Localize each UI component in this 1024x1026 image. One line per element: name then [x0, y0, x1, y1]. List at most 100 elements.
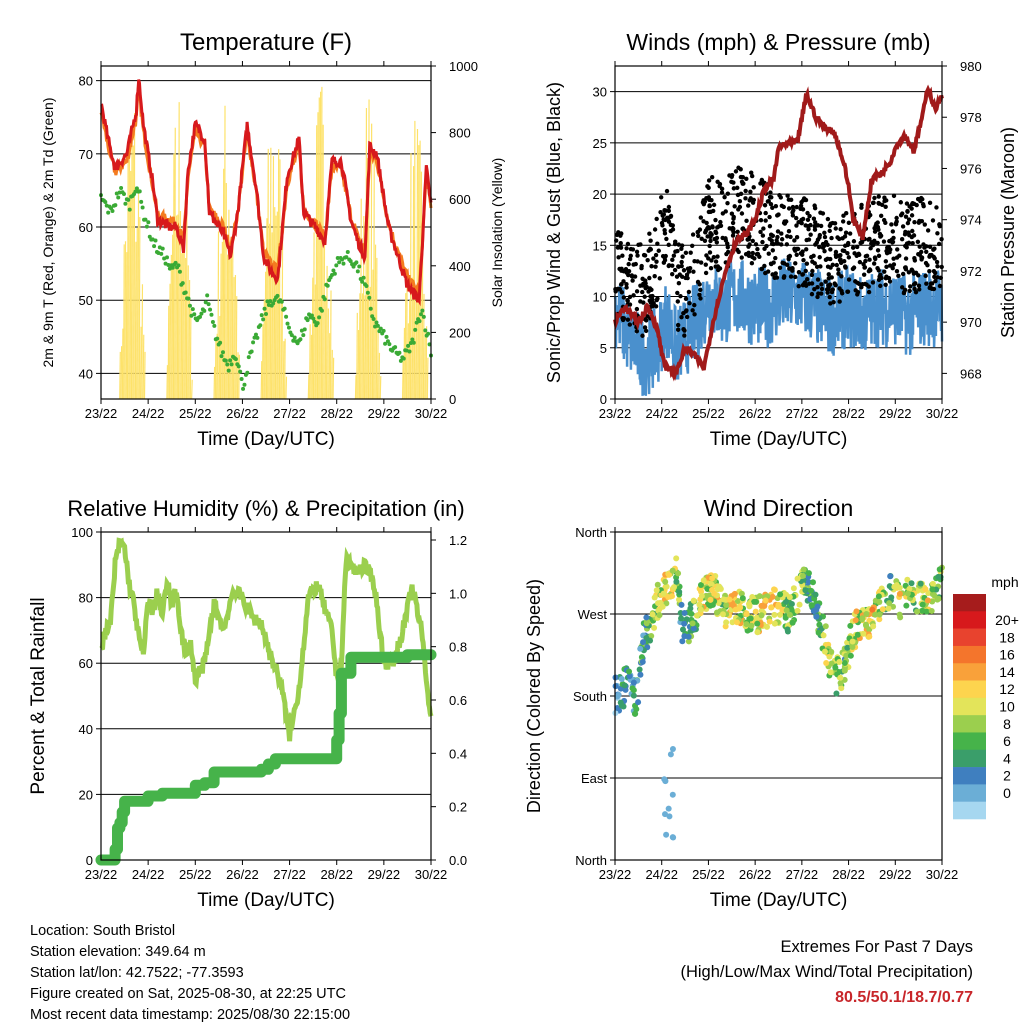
dewpoint-point	[262, 306, 267, 311]
dewpoint-point	[319, 308, 324, 313]
x-tick-label: 30/22	[926, 867, 959, 882]
gust-point	[794, 215, 799, 221]
dewpoint-point	[139, 199, 144, 204]
dewpoint-point	[289, 333, 294, 338]
y2-tick-label: 200	[449, 325, 471, 340]
direction-point	[758, 612, 765, 619]
dewpoint-point	[279, 299, 284, 304]
gust-point	[655, 241, 660, 246]
dewpoint-point	[406, 343, 411, 348]
gust-point	[807, 213, 812, 219]
gust-point	[748, 189, 753, 195]
gust-point	[720, 235, 725, 241]
direction-point	[679, 638, 686, 645]
gust-point	[719, 190, 725, 195]
gust-point	[739, 211, 745, 216]
direction-point	[651, 594, 658, 601]
x-tick-label: 29/22	[368, 406, 401, 421]
gust-point	[850, 245, 856, 250]
dewpoint-point	[255, 335, 260, 340]
solar-mark	[137, 188, 140, 400]
direction-point	[669, 791, 676, 798]
gust-point	[857, 259, 863, 265]
direction-point	[631, 710, 638, 717]
dewpoint-point	[133, 189, 138, 194]
gust-point	[812, 220, 818, 225]
gust-point	[787, 253, 793, 259]
gust-point	[822, 234, 828, 240]
gust-point	[878, 283, 883, 289]
direction-point	[782, 614, 789, 621]
gust-point	[651, 301, 656, 306]
solar-mark	[124, 241, 127, 400]
direction-point	[670, 834, 677, 841]
dewpoint-point	[381, 328, 386, 333]
gust-point	[713, 217, 718, 223]
solar-mark	[307, 374, 310, 400]
gust-point	[749, 261, 755, 266]
direction-point	[733, 619, 740, 626]
direction-point	[738, 590, 745, 597]
y-axis-label: Sonic/Prop Wind & Gust (Blue, Black)	[544, 82, 564, 383]
direction-point	[922, 586, 929, 593]
direction-point	[615, 691, 622, 698]
extremes-values: 80.5/50.1/18.7/0.77	[835, 989, 973, 1006]
solar-mark	[376, 327, 379, 400]
direction-point	[752, 608, 759, 615]
solar-mark	[132, 145, 134, 400]
dewpoint-point	[176, 263, 181, 268]
solar-mark	[328, 333, 331, 400]
solar-mark	[128, 138, 131, 400]
gust-point	[842, 248, 847, 254]
gust-point	[645, 257, 650, 263]
gust-point	[827, 223, 833, 229]
gust-point	[870, 280, 876, 285]
gust-point	[861, 262, 866, 267]
solar-mark	[136, 227, 138, 400]
direction-point	[698, 588, 705, 595]
direction-point	[820, 632, 827, 639]
direction-point	[630, 687, 637, 694]
dewpoint-point	[126, 197, 131, 202]
gust-point	[706, 209, 712, 215]
gust-point	[785, 193, 790, 198]
gust-point	[859, 285, 864, 290]
gust-point	[846, 220, 852, 226]
gust-point	[666, 204, 672, 210]
gust-point	[653, 264, 658, 269]
dewpoint-point	[282, 306, 287, 311]
x-tick-label: 28/22	[320, 867, 353, 882]
gust-point	[770, 272, 775, 277]
solar-mark	[191, 379, 193, 400]
direction-point	[783, 607, 790, 614]
direction-point	[709, 601, 716, 608]
gust-point	[766, 251, 771, 256]
y-tick-label: 10	[593, 290, 607, 305]
direction-point	[935, 573, 942, 580]
gust-point	[829, 235, 834, 241]
gust-point	[758, 229, 763, 235]
solar-mark	[371, 269, 374, 400]
direction-point	[931, 592, 938, 599]
solar-mark	[268, 223, 271, 400]
dewpoint-point	[383, 341, 388, 346]
gust-point	[735, 185, 740, 191]
gust-point	[680, 254, 685, 259]
x-tick-label: 25/22	[692, 406, 725, 421]
dewpoint-point	[170, 265, 175, 270]
dewpoint-point	[421, 314, 426, 319]
direction-point	[649, 611, 656, 618]
gust-point	[883, 204, 888, 210]
gust-point	[744, 176, 749, 182]
direction-point	[745, 600, 752, 607]
gust-point	[785, 234, 790, 239]
direction-point	[754, 629, 761, 636]
direction-point	[903, 602, 910, 609]
gust-point	[634, 289, 640, 294]
solar-mark	[285, 376, 288, 400]
gust-point	[923, 273, 928, 279]
y-tick-label: 20	[593, 187, 607, 202]
direction-point	[697, 582, 704, 589]
solar-mark	[424, 332, 426, 400]
dewpoint-point	[407, 349, 412, 354]
